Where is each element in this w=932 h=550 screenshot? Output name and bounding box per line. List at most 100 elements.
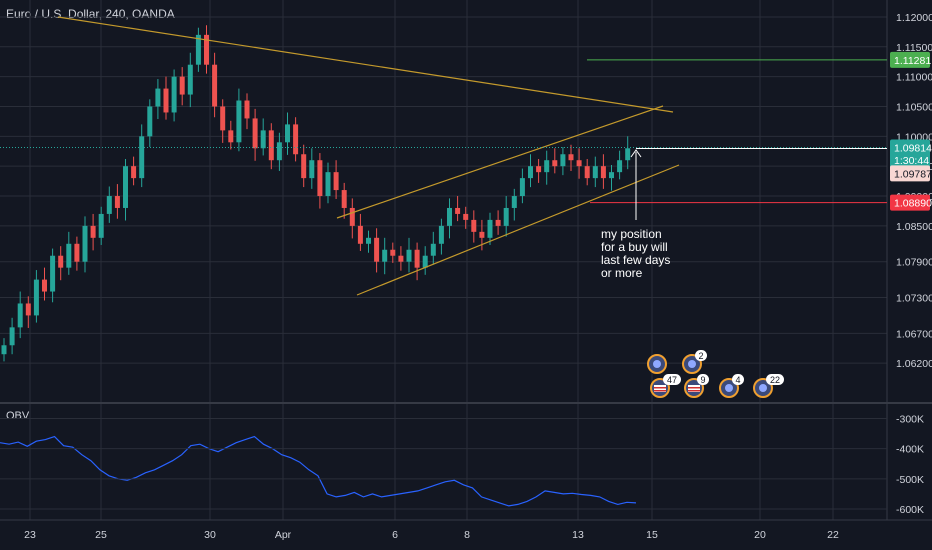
candle-body (479, 231, 485, 238)
candle-body (131, 166, 137, 179)
candle-body (114, 196, 120, 208)
globe-icon[interactable]: 22 (753, 374, 784, 398)
event-count-bg (766, 374, 784, 385)
candle (25, 296, 31, 328)
candle-body (187, 64, 193, 95)
candle-body (179, 76, 185, 95)
us-flag-icon[interactable]: 9 (684, 374, 709, 398)
obv-tick-label: -400K (896, 444, 924, 456)
candle-body (244, 100, 250, 119)
candle-body (82, 225, 88, 262)
price-tick-label: 1.06700 (896, 328, 932, 340)
candle (66, 231, 72, 275)
candle (592, 156, 598, 188)
candle-body (487, 219, 493, 238)
candle-body (495, 219, 501, 226)
obv-line (0, 435, 637, 507)
candle (366, 230, 371, 253)
time-tick-label: Apr (275, 529, 292, 541)
candle (536, 159, 542, 183)
candle-body (390, 249, 396, 256)
candle (463, 206, 469, 229)
position-annotation: my position for a buy will last few days… (601, 228, 670, 280)
candle-body (17, 303, 23, 328)
candle (398, 246, 404, 271)
candle (414, 242, 420, 281)
time-tick-label: 6 (392, 529, 398, 541)
event-count: 47 (667, 375, 677, 385)
candle (58, 246, 64, 281)
candle-body (90, 225, 96, 238)
event-badges[interactable]: 2 47 9 4 22 (647, 350, 784, 398)
candle-body (106, 196, 112, 214)
price-label-badge (890, 139, 930, 156)
globe-icon[interactable]: 2 (682, 350, 707, 374)
globe-icon[interactable] (647, 354, 667, 374)
chart-header[interactable]: Euro / U.S. Dollar, 240, OANDA (6, 7, 175, 21)
candle-body (568, 154, 574, 161)
candle (333, 160, 339, 200)
price-label-badge (890, 165, 930, 182)
candle (374, 228, 380, 273)
price-tick-label: 1.06200 (896, 358, 932, 370)
candle-body (584, 166, 590, 179)
candle-body (42, 279, 47, 292)
time-tick-label: 22 (827, 529, 839, 541)
candle-body (171, 76, 177, 113)
price-label-text: 1.11281 (894, 55, 931, 67)
time-tick-label: 8 (464, 529, 470, 541)
price-axis[interactable]: 1.120001.115001.110001.105001.100001.095… (890, 12, 932, 370)
candle (293, 117, 299, 162)
candle-body (349, 207, 355, 226)
candle (228, 120, 234, 150)
candle (212, 52, 218, 118)
candle (139, 124, 145, 188)
price-label-badge (890, 51, 930, 68)
candle (106, 186, 112, 223)
candle (236, 88, 242, 152)
candle-body (592, 166, 598, 179)
obv-tick-label: -500K (896, 474, 924, 486)
trendline[interactable] (57, 16, 674, 113)
time-axis[interactable]: 23 25 30 Apr 6 8 13 15 20 22 (24, 529, 839, 541)
globe-dot (725, 384, 733, 392)
event-count-bg (732, 374, 744, 385)
obv-axis[interactable]: -300K -400K -500K -600K (0, 414, 924, 516)
candle (220, 99, 226, 143)
candle (552, 148, 558, 174)
candle (341, 182, 347, 219)
event-count: 4 (735, 375, 740, 385)
candle (479, 219, 485, 251)
obv-tick-label: -600K (896, 504, 924, 516)
candle (406, 237, 412, 273)
candle-body (447, 207, 452, 226)
candles (1, 25, 631, 362)
candle (131, 156, 137, 186)
candle (285, 112, 290, 155)
event-count: 9 (700, 375, 705, 385)
candle-body (220, 106, 226, 131)
us-flag-icon[interactable]: 47 (650, 374, 681, 398)
time-tick-label: 13 (572, 529, 584, 541)
trendline[interactable] (336, 105, 664, 219)
event-count-bg (663, 374, 681, 385)
candle (123, 159, 128, 221)
annotation-line: or more (601, 266, 643, 280)
candle (495, 210, 501, 235)
candle (9, 317, 15, 355)
candle-body (236, 100, 242, 143)
globe-icon[interactable]: 4 (719, 374, 744, 398)
candle-body (33, 279, 39, 316)
event-count: 22 (770, 375, 780, 385)
candle-body (544, 160, 550, 173)
candle-body (204, 34, 209, 65)
trendline[interactable] (356, 164, 680, 296)
event-count-bg (695, 350, 707, 361)
candle-body (276, 142, 282, 161)
flag-stripe (688, 387, 700, 389)
candle-body (123, 166, 128, 208)
candle-body (58, 255, 64, 268)
price-label-badge (890, 152, 930, 169)
candle-body (309, 160, 315, 179)
